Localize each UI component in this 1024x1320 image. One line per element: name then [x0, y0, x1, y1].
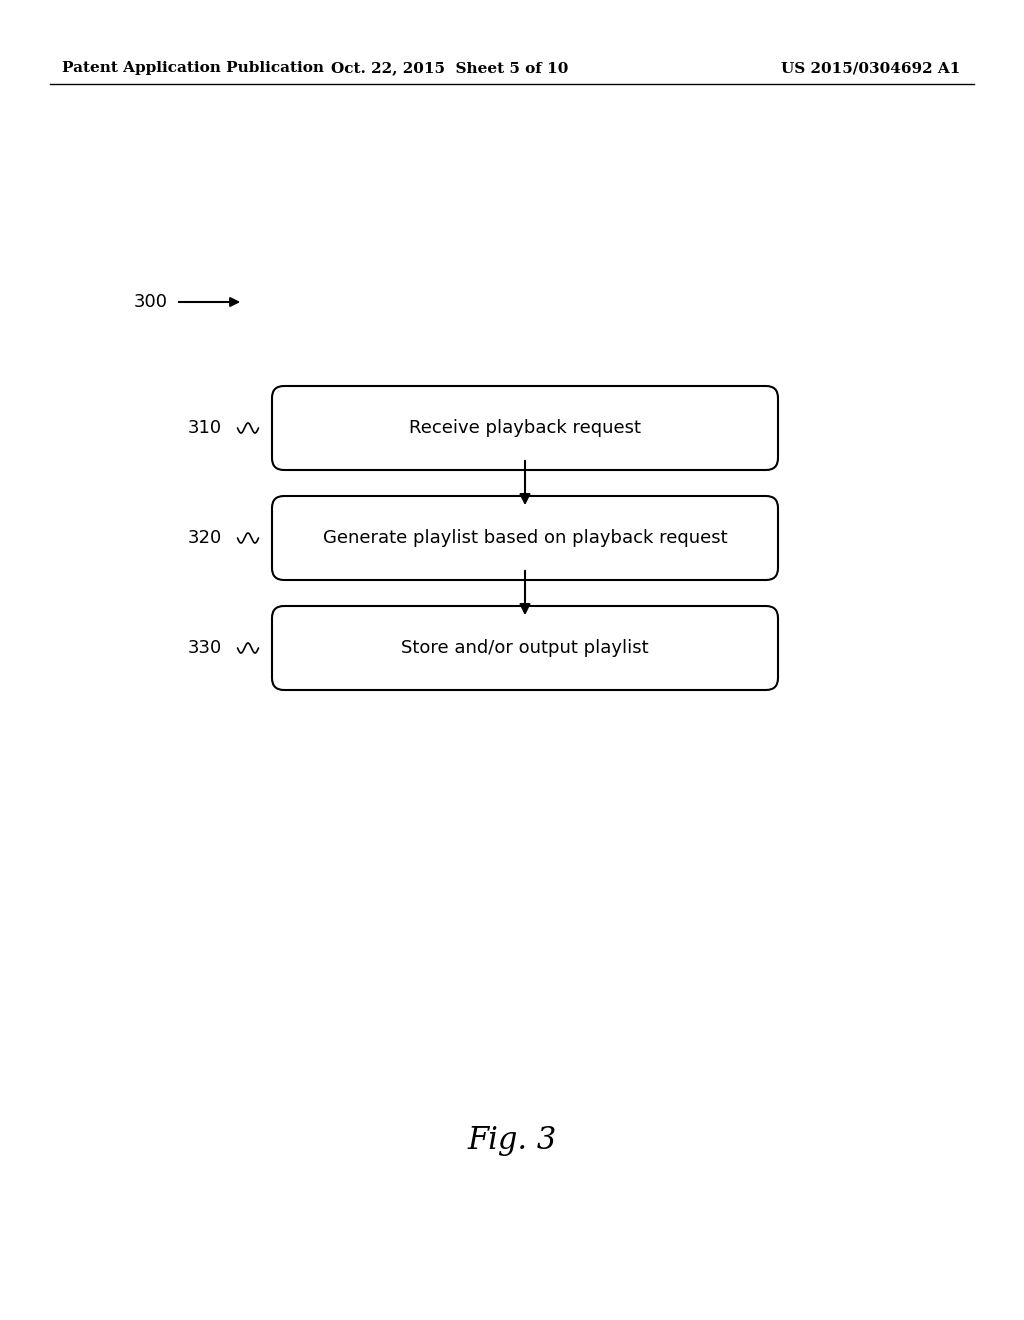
Text: US 2015/0304692 A1: US 2015/0304692 A1: [780, 61, 961, 75]
Text: 330: 330: [187, 639, 222, 657]
Text: 300: 300: [134, 293, 168, 312]
FancyBboxPatch shape: [272, 496, 778, 579]
Text: Generate playlist based on playback request: Generate playlist based on playback requ…: [323, 529, 727, 546]
Text: Oct. 22, 2015  Sheet 5 of 10: Oct. 22, 2015 Sheet 5 of 10: [332, 61, 568, 75]
Text: Receive playback request: Receive playback request: [409, 418, 641, 437]
Text: 310: 310: [187, 418, 222, 437]
Text: Patent Application Publication: Patent Application Publication: [62, 61, 324, 75]
Text: 320: 320: [187, 529, 222, 546]
FancyBboxPatch shape: [272, 385, 778, 470]
FancyBboxPatch shape: [272, 606, 778, 690]
Text: Fig. 3: Fig. 3: [467, 1125, 557, 1155]
Text: Store and/or output playlist: Store and/or output playlist: [401, 639, 649, 657]
